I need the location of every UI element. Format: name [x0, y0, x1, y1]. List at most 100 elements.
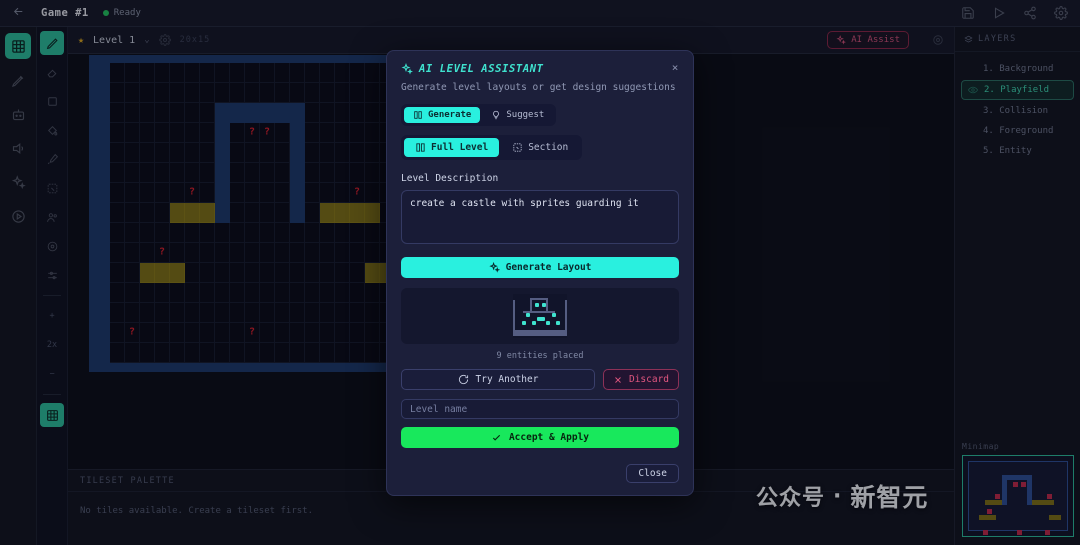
- tile-cell[interactable]: [125, 343, 140, 363]
- tile-cell[interactable]: [320, 83, 335, 103]
- tile-cell[interactable]: [110, 103, 125, 123]
- tile-cell[interactable]: [125, 83, 140, 103]
- tile-cell[interactable]: [170, 303, 185, 323]
- tile-cell[interactable]: [335, 143, 350, 163]
- layer-item-5[interactable]: 5. Entity: [961, 142, 1074, 160]
- layer-item-3[interactable]: 3. Collision: [961, 102, 1074, 120]
- tile-cell[interactable]: [230, 223, 245, 243]
- tile-cell[interactable]: [335, 63, 350, 83]
- tool-sliders[interactable]: [40, 263, 64, 287]
- tile-cell[interactable]: [275, 123, 290, 143]
- generate-layout-button[interactable]: Generate Layout: [401, 257, 679, 278]
- tile-cell[interactable]: [290, 223, 305, 243]
- tile-cell[interactable]: [320, 343, 335, 363]
- tile-cell[interactable]: [230, 343, 245, 363]
- tile-cell[interactable]: [185, 183, 200, 203]
- tile-cell[interactable]: [320, 283, 335, 303]
- tile-cell[interactable]: [365, 123, 380, 143]
- tile-cell[interactable]: [260, 83, 275, 103]
- tile-cell[interactable]: [230, 203, 245, 223]
- tile-cell[interactable]: [155, 83, 170, 103]
- tile-cell[interactable]: [185, 143, 200, 163]
- tile-cell[interactable]: [260, 163, 275, 183]
- tile-cell[interactable]: [215, 303, 230, 323]
- tile-cell[interactable]: [350, 203, 365, 223]
- tile-cell[interactable]: [365, 263, 380, 283]
- tile-cell[interactable]: [335, 103, 350, 123]
- tile-cell[interactable]: [170, 143, 185, 163]
- tile-cell[interactable]: [155, 263, 170, 283]
- tile-cell[interactable]: [320, 263, 335, 283]
- tile-cell[interactable]: [290, 83, 305, 103]
- tile-cell[interactable]: [200, 203, 215, 223]
- tile-cell[interactable]: [140, 283, 155, 303]
- tile-cell[interactable]: [290, 143, 305, 163]
- tile-cell[interactable]: [230, 63, 245, 83]
- settings-icon[interactable]: [1054, 6, 1068, 20]
- zoom-out-button[interactable]: −: [40, 362, 64, 386]
- tile-cell[interactable]: [230, 303, 245, 323]
- save-icon[interactable]: [961, 6, 975, 20]
- tool-pencil[interactable]: [40, 31, 64, 55]
- layer-item-4[interactable]: 4. Foreground: [961, 122, 1074, 140]
- tile-cell[interactable]: [170, 83, 185, 103]
- tile-cell[interactable]: [200, 263, 215, 283]
- tile-cell[interactable]: [275, 223, 290, 243]
- tile-cell[interactable]: [185, 223, 200, 243]
- tile-cell[interactable]: [185, 243, 200, 263]
- tile-cell[interactable]: [335, 263, 350, 283]
- tile-cell[interactable]: [155, 63, 170, 83]
- tile-cell[interactable]: [215, 203, 230, 223]
- tile-cell[interactable]: [125, 183, 140, 203]
- tile-cell[interactable]: [125, 123, 140, 143]
- tile-cell[interactable]: [110, 83, 125, 103]
- tile-cell[interactable]: [335, 203, 350, 223]
- tile-cell[interactable]: [335, 303, 350, 323]
- tile-cell[interactable]: [320, 163, 335, 183]
- tile-cell[interactable]: [275, 163, 290, 183]
- sidebar-item-preview[interactable]: [5, 203, 31, 229]
- tile-cell[interactable]: [320, 103, 335, 123]
- tile-cell[interactable]: [185, 283, 200, 303]
- tile-cell[interactable]: [155, 143, 170, 163]
- tile-cell[interactable]: [350, 263, 365, 283]
- tile-cell[interactable]: [335, 323, 350, 343]
- tile-cell[interactable]: [125, 103, 140, 123]
- tile-cell[interactable]: [215, 163, 230, 183]
- tile-cell[interactable]: [305, 183, 320, 203]
- tile-cell[interactable]: [170, 283, 185, 303]
- tile-cell[interactable]: [200, 83, 215, 103]
- tab-generate[interactable]: Generate: [404, 107, 481, 123]
- tile-cell[interactable]: [365, 243, 380, 263]
- tile-cell[interactable]: [245, 83, 260, 103]
- tab-suggest[interactable]: Suggest: [482, 107, 553, 123]
- tile-cell[interactable]: [140, 323, 155, 343]
- tile-cell[interactable]: [110, 243, 125, 263]
- tile-cell[interactable]: [260, 343, 275, 363]
- chevron-down-icon[interactable]: ⌄: [144, 35, 150, 45]
- tile-cell[interactable]: [350, 323, 365, 343]
- tile-cell[interactable]: [200, 123, 215, 143]
- tile-cell[interactable]: [305, 103, 320, 123]
- tile-cell[interactable]: [155, 163, 170, 183]
- tile-cell[interactable]: [140, 163, 155, 183]
- tile-cell[interactable]: [155, 243, 170, 263]
- tile-cell[interactable]: [260, 323, 275, 343]
- tile-cell[interactable]: [140, 123, 155, 143]
- tile-cell[interactable]: [305, 223, 320, 243]
- tile-cell[interactable]: [170, 343, 185, 363]
- tile-cell[interactable]: [125, 263, 140, 283]
- tile-cell[interactable]: [185, 323, 200, 343]
- tool-rectangle[interactable]: [40, 89, 64, 113]
- tile-cell[interactable]: [275, 183, 290, 203]
- tile-cell[interactable]: [185, 103, 200, 123]
- tile-cell[interactable]: [305, 283, 320, 303]
- tile-cell[interactable]: [125, 63, 140, 83]
- tile-cell[interactable]: [110, 283, 125, 303]
- tile-cell[interactable]: [110, 203, 125, 223]
- eye-icon[interactable]: [968, 85, 978, 95]
- tile-cell[interactable]: [365, 223, 380, 243]
- tile-cell[interactable]: [260, 63, 275, 83]
- tile-cell[interactable]: [365, 323, 380, 343]
- tool-entity[interactable]: [40, 205, 64, 229]
